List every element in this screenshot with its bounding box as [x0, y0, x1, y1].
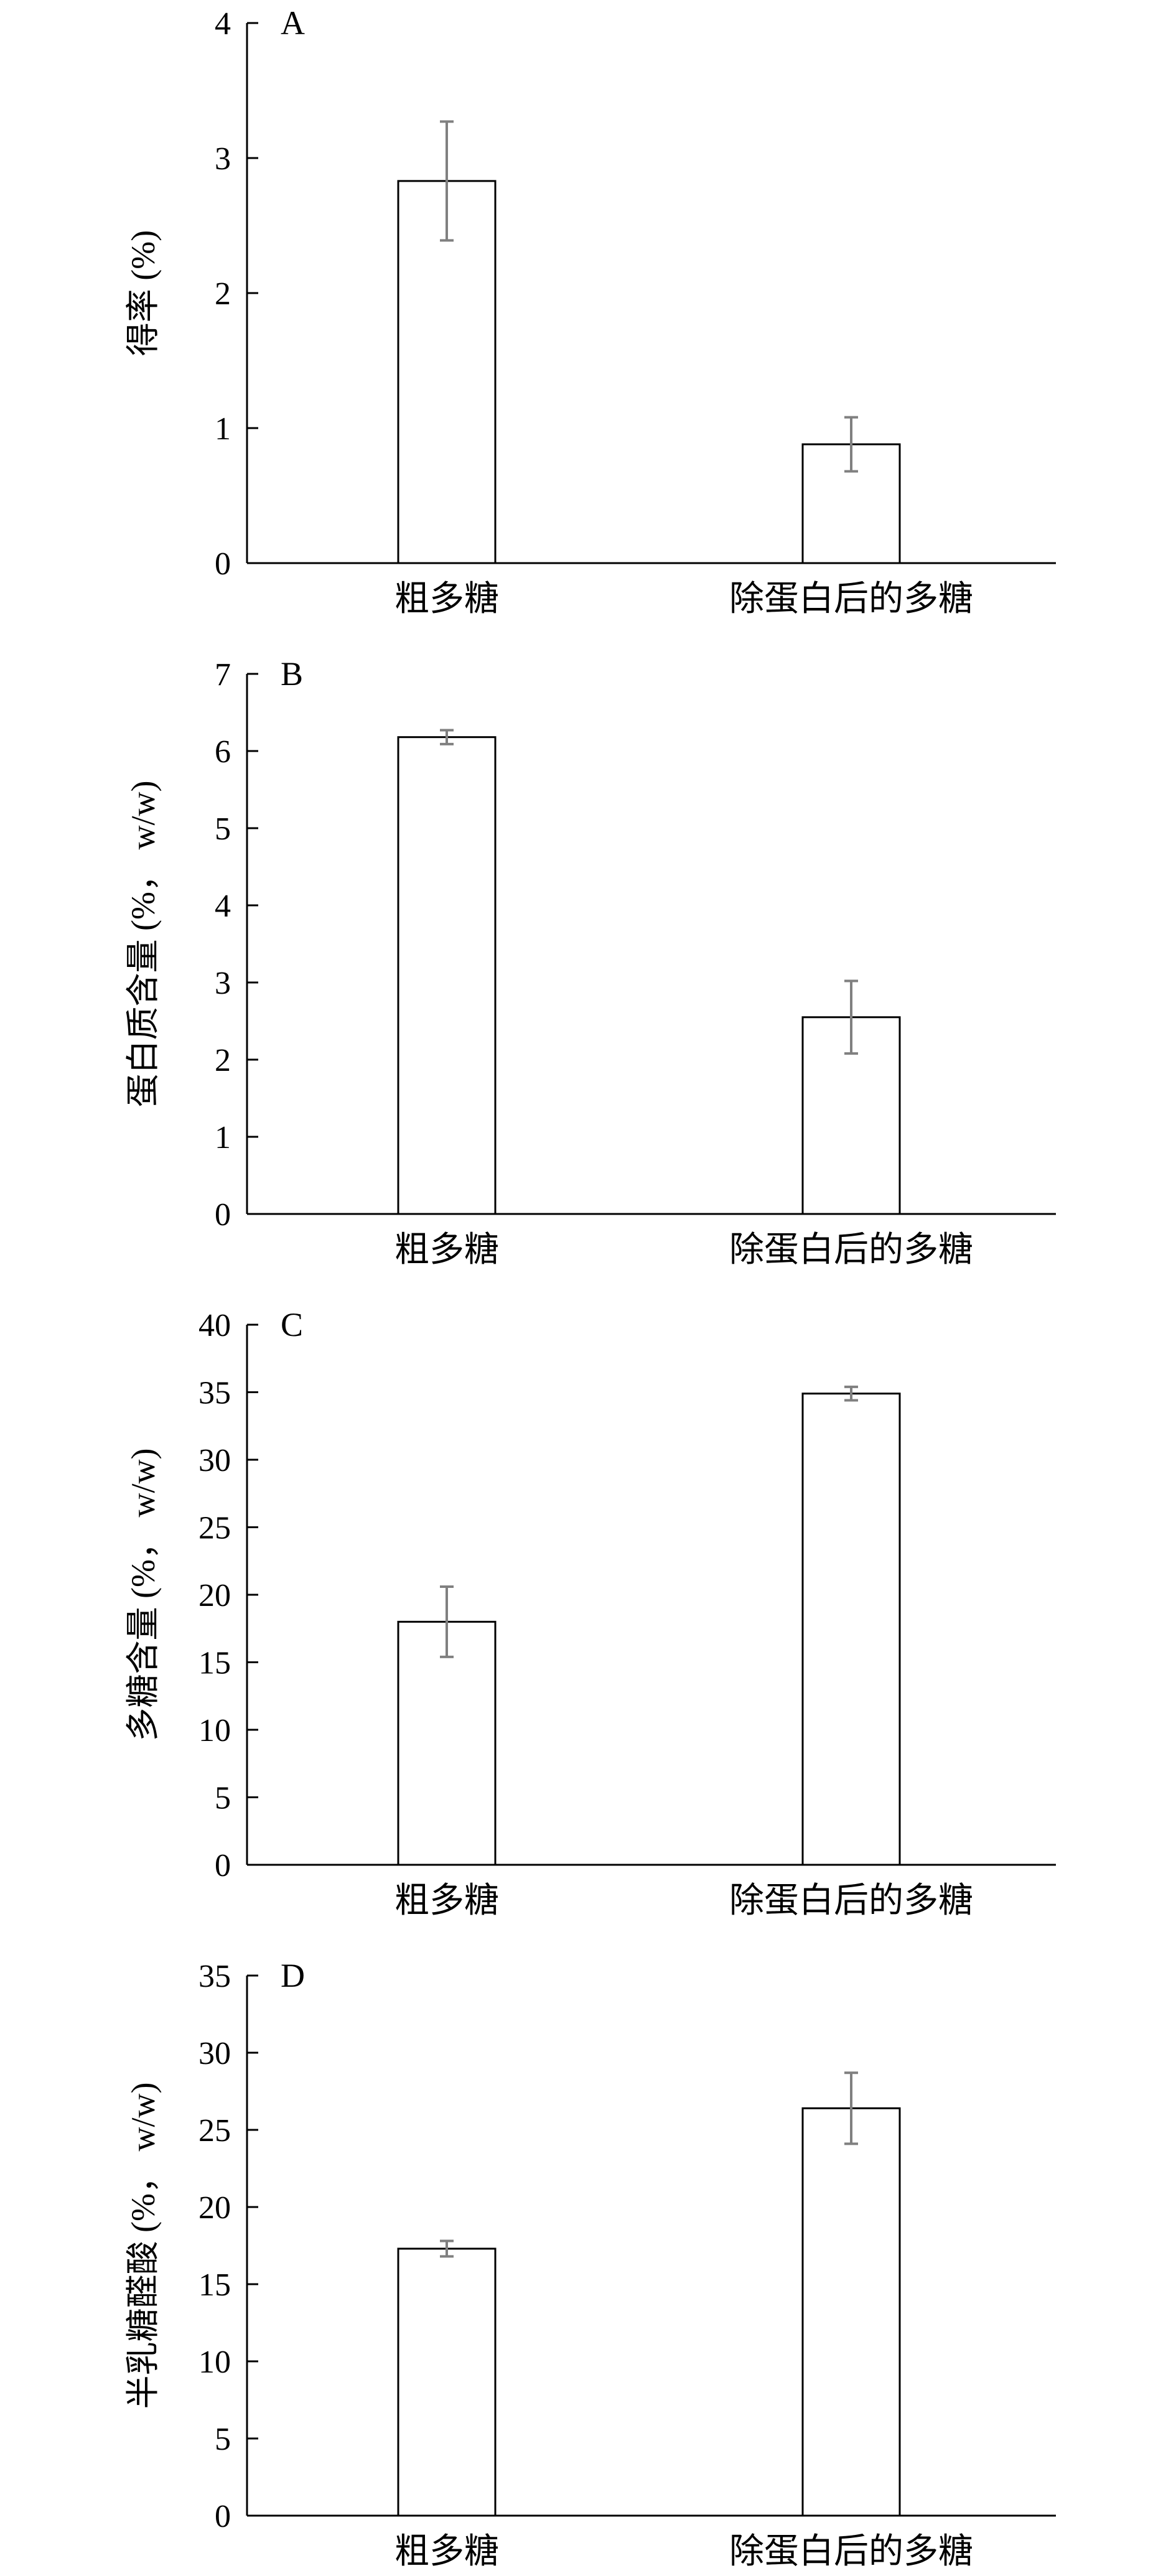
bar	[397, 1620, 497, 1866]
y-axis-title: 半乳糖醛酸 (%， w/w)	[124, 2083, 162, 2409]
y-tick-label: 0	[215, 2499, 231, 2534]
y-tick-label: 20	[198, 2190, 231, 2226]
y-tick-label: 1	[215, 411, 231, 447]
y-tick-label: 2	[215, 1043, 231, 1078]
x-category-label: 粗多糖	[394, 580, 499, 618]
chart-panel-a: 0 1 2 3 4 A 得率 (%) 粗多糖 除蛋白后的多糖	[124, 4, 1056, 618]
y-tick-label: 5	[215, 811, 231, 847]
y-tick-label: 15	[198, 2267, 231, 2303]
x-category-label: 除蛋白后的多糖	[729, 1231, 973, 1269]
y-tick-label: 0	[215, 546, 231, 582]
y-axis-title: 多糖含量 (%， w/w)	[124, 1449, 162, 1742]
y-tick-label: 2	[215, 276, 231, 312]
bar	[801, 1393, 901, 1866]
y-tick-label: 15	[198, 1646, 231, 1681]
x-category-label: 除蛋白后的多糖	[729, 1882, 973, 1920]
y-tick-label: 25	[198, 2113, 231, 2149]
x-category-label: 粗多糖	[394, 2532, 499, 2571]
bar	[397, 180, 497, 564]
y-tick-label: 10	[198, 2345, 231, 2380]
chart-panel-b: 0 1 2 3 4 5 6 7 B 蛋白质含量 (%， w/w) 粗多糖 除蛋白后的多糖	[124, 655, 1056, 1269]
y-tick-label: 0	[215, 1197, 231, 1233]
x-category-label: 除蛋白后的多糖	[729, 2532, 973, 2571]
y-tick-label: 1	[215, 1120, 231, 1155]
y-tick-label: 6	[215, 734, 231, 770]
y-tick-label: 30	[198, 2036, 231, 2071]
y-tick-label: 25	[198, 1511, 231, 1546]
y-axis-title: 蛋白质含量 (%， w/w)	[124, 781, 162, 1108]
bar	[397, 2247, 497, 2517]
bar	[801, 1016, 901, 1215]
x-category-label: 粗多糖	[394, 1882, 499, 1920]
y-tick-label: 4	[215, 889, 231, 924]
y-tick-label: 10	[198, 1713, 231, 1748]
y-tick-label: 3	[215, 966, 231, 1001]
y-tick-label: 7	[215, 657, 231, 693]
panel-label: D	[281, 1957, 305, 1994]
y-tick-label: 35	[198, 1376, 231, 1411]
y-tick-label: 40	[198, 1308, 231, 1343]
y-axis-title: 得率 (%)	[124, 230, 162, 356]
y-tick-label: 20	[198, 1578, 231, 1613]
y-tick-label: 5	[215, 1781, 231, 1816]
panel-label: B	[281, 655, 303, 693]
chart-panel-c: 0 5 10 15 20 25 30 35 40 C 多糖含量 (%， w/w) 粗多糖 除蛋白后的多糖	[124, 1306, 1056, 1920]
y-tick-label: 4	[215, 6, 231, 42]
bar	[397, 736, 497, 1215]
y-tick-label: 35	[198, 1959, 231, 1994]
panel-label: C	[281, 1306, 303, 1343]
y-tick-label: 3	[215, 141, 231, 177]
x-category-label: 除蛋白后的多糖	[729, 580, 973, 618]
x-category-label: 粗多糖	[394, 1231, 499, 1269]
chart-panel-d: 0 5 10 15 20 25 30 35 D 半乳糖醛酸 (%， w/w) 粗多糖 除蛋白后的多糖	[124, 1957, 1056, 2571]
bar	[801, 2107, 901, 2517]
y-tick-label: 5	[215, 2422, 231, 2457]
y-tick-label: 0	[215, 1848, 231, 1883]
y-tick-label: 30	[198, 1443, 231, 1478]
panel-label: A	[281, 4, 305, 42]
